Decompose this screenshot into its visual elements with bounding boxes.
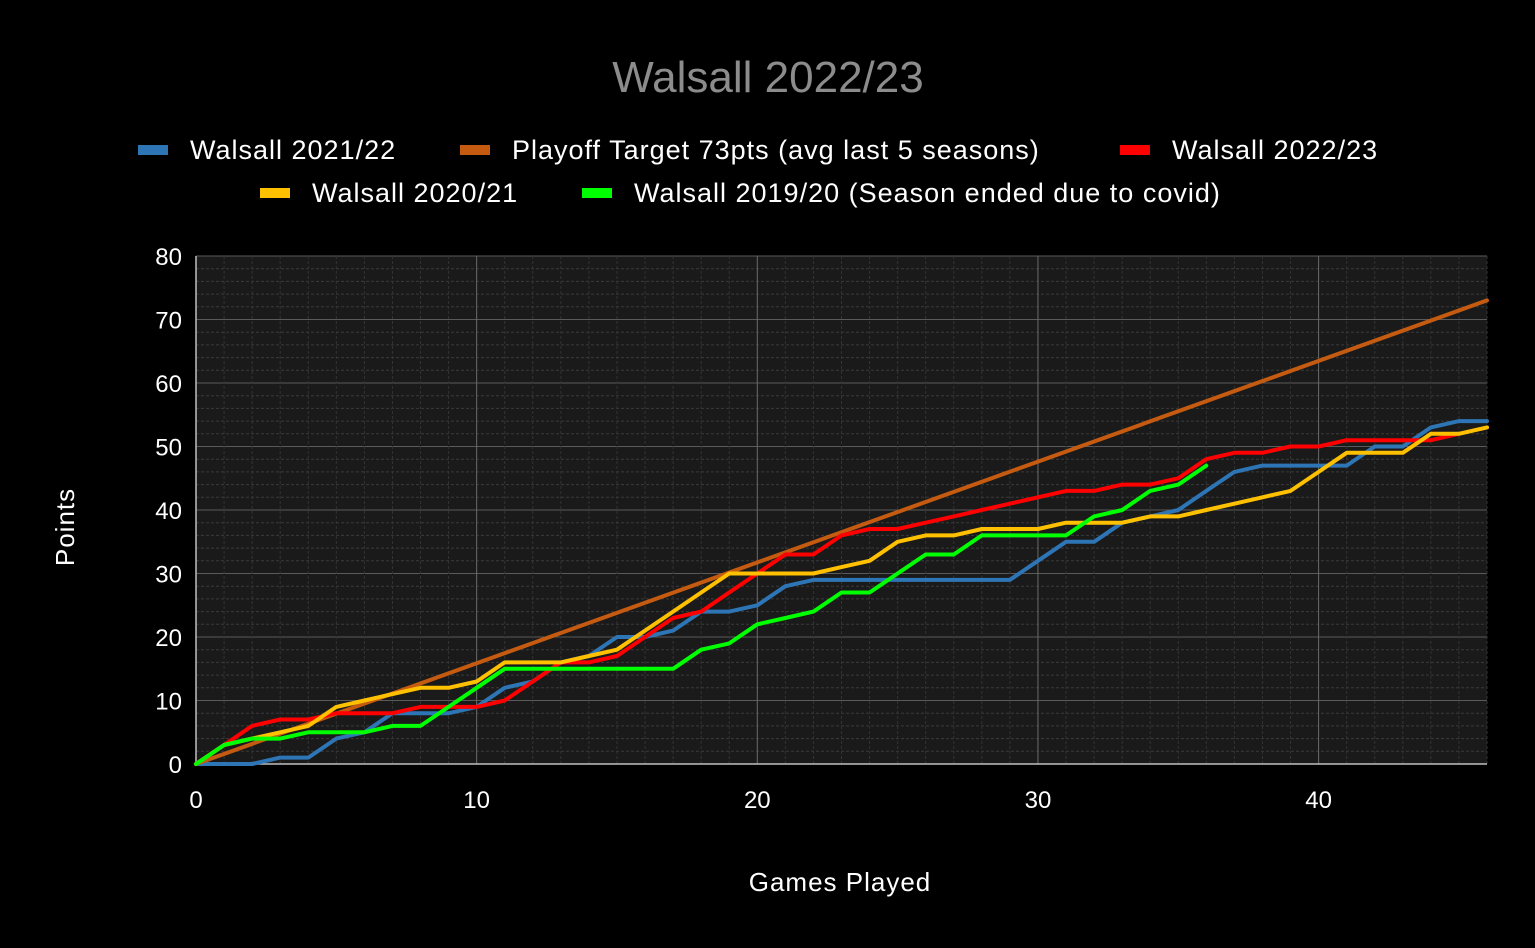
legend-swatch <box>138 145 168 155</box>
legend: Walsall 2021/22 Playoff Target 73pts (av… <box>138 135 1378 208</box>
y-axis-label: Points <box>50 488 80 566</box>
legend-item: Playoff Target 73pts (avg last 5 seasons… <box>460 135 1040 165</box>
y-tick-label: 30 <box>155 562 182 589</box>
legend-swatch <box>460 145 490 155</box>
x-tick-label: 20 <box>744 787 771 814</box>
y-tick-label: 40 <box>155 498 182 525</box>
series-line-1 <box>194 298 1489 766</box>
x-tick-label: 30 <box>1025 787 1052 814</box>
series-line-0 <box>194 419 1489 766</box>
legend-label: Walsall 2021/22 <box>190 135 396 165</box>
x-tick-label: 10 <box>463 787 490 814</box>
y-tick-label: 50 <box>155 435 182 462</box>
legend-item: Walsall 2021/22 <box>138 135 396 165</box>
x-tick-label: 0 <box>189 787 202 814</box>
legend-item: Walsall 2019/20 (Season ended due to cov… <box>582 178 1221 208</box>
legend-swatch <box>260 188 290 198</box>
y-tick-label: 20 <box>155 625 182 652</box>
y-tick-label: 70 <box>155 308 182 335</box>
legend-label: Walsall 2020/21 <box>312 178 518 208</box>
legend-item: Walsall 2022/23 <box>1120 135 1378 165</box>
legend-label: Walsall 2022/23 <box>1172 135 1378 165</box>
x-tick-label: 40 <box>1305 787 1332 814</box>
legend-item: Walsall 2020/21 <box>260 178 518 208</box>
y-tick-label: 80 <box>155 244 182 271</box>
series-line-2 <box>194 431 1461 766</box>
y-tick-label: 60 <box>155 371 182 398</box>
series-line-4 <box>194 463 1209 766</box>
series-line-3 <box>194 425 1489 766</box>
legend-label: Walsall 2019/20 (Season ended due to cov… <box>634 178 1221 208</box>
tick-labels: 0 10 20 30 40 50 60 70 80 0 10 20 30 40 <box>155 244 1332 814</box>
legend-swatch <box>582 188 612 198</box>
series-group <box>194 298 1489 766</box>
chart-title: Walsall 2022/23 <box>612 53 923 102</box>
legend-label: Playoff Target 73pts (avg last 5 seasons… <box>512 135 1040 165</box>
y-tick-label: 0 <box>169 752 182 779</box>
grid <box>195 255 1488 765</box>
legend-swatch <box>1120 145 1150 155</box>
y-tick-label: 10 <box>155 689 182 716</box>
x-axis-label: Games Played <box>749 867 932 897</box>
